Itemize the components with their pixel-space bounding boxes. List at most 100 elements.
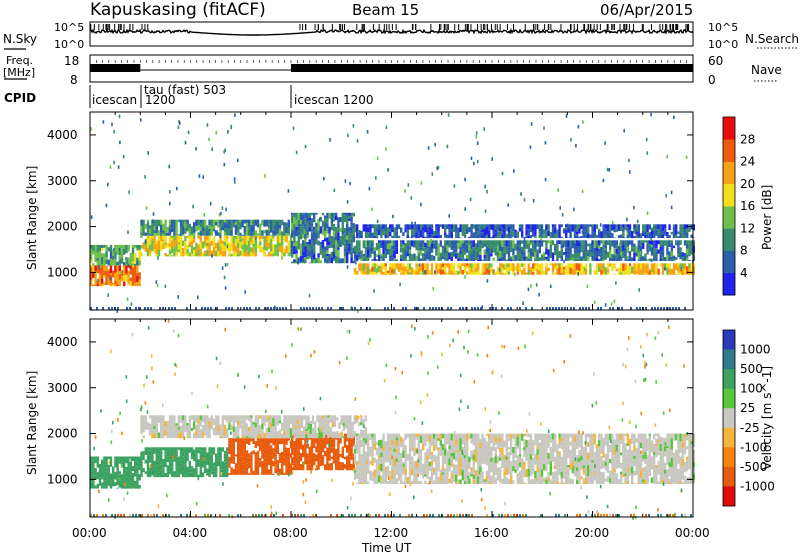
power-colorbar-swatch: [723, 228, 735, 251]
velocity-colorbar-tick: 1000: [740, 343, 771, 357]
power-plot-area: [90, 112, 695, 313]
power-colorbar-swatch: [723, 272, 735, 296]
nsky-label: N.Sky: [3, 32, 37, 46]
time-tick-label: 04:00: [173, 526, 208, 540]
power-echo-band: [353, 263, 695, 275]
power-colorbar-swatches: [723, 117, 735, 296]
velocity-echo-band: [228, 438, 293, 475]
nsearch-label: N.Search: [745, 32, 799, 46]
nave-tick-bottom: 0: [708, 73, 716, 87]
power-panel: 1000 2000 3000 4000 Slant Range [km]: [25, 111, 695, 313]
velocity-colorbar-swatch: [723, 466, 735, 487]
velocity-colorbar-swatch: [723, 427, 735, 448]
velocity-colorbar-tick: -500: [740, 460, 767, 474]
power-colorbar-tick: 24: [740, 155, 755, 169]
velocity-ylabel: Slant Range [km]: [25, 371, 39, 475]
power-y-tick-label: 4000: [47, 128, 78, 142]
velocity-colorbar-tick: 25: [740, 401, 755, 415]
power-colorbar-ticks: 4 8 12 16 20 24 28: [740, 132, 755, 279]
power-colorbar-tick: 28: [740, 132, 755, 146]
velocity-echo-band: [291, 433, 355, 471]
power-colorbar-tick: 16: [740, 199, 755, 213]
power-colorbar-tick: 4: [740, 266, 748, 280]
nave-label: Nave: [751, 63, 782, 77]
power-colorbar-tick: 12: [740, 221, 755, 235]
freq-label-2: [MHz]: [3, 66, 35, 79]
nsky-series: [89, 24, 694, 36]
velocity-colorbar-swatch: [723, 330, 735, 350]
cpid-segment-icescan: icescan: [92, 93, 137, 107]
velocity-y-tick-label: 2000: [47, 427, 78, 441]
velocity-colorbar-swatch: [723, 388, 735, 409]
velocity-colorbar-label: Velocity [m s^-1]: [760, 366, 774, 470]
velocity-colorbar-swatch: [723, 447, 735, 468]
velocity-echo-band: [353, 433, 695, 484]
time-tick-label: 12:00: [374, 526, 409, 540]
cpid-segment-1200: 1200: [145, 93, 176, 107]
velocity-colorbar-tick: 100: [740, 382, 763, 396]
station-title: Kapuskasing (fitACF): [90, 0, 266, 20]
nave-tick-top: 60: [708, 54, 723, 68]
freq-tick-bottom: 8: [70, 73, 78, 87]
freq-label-1: Freq.: [6, 54, 33, 67]
velocity-colorbar-swatches: [723, 330, 735, 507]
nave-block-1: [90, 64, 141, 72]
velocity-y-tick-label: 1000: [47, 472, 78, 486]
nsky-tick-top: 10^5: [54, 21, 84, 34]
velocity-colorbar-swatch: [723, 369, 735, 389]
power-colorbar: 4 8 12 16 20 24 28 Power [dB]: [722, 116, 774, 296]
time-axis: 00:00 04:00 08:00 12:00 16:00 20:00 00:00: [72, 526, 710, 540]
freq-series: [89, 60, 693, 72]
cpid-segment-icescan-1200: icescan 1200: [294, 93, 373, 107]
velocity-colorbar-tick: 500: [740, 362, 763, 376]
velocity-colorbar-swatch: [723, 486, 735, 507]
power-colorbar-swatch: [723, 250, 735, 274]
date-title: 06/Apr/2015: [600, 1, 693, 19]
nsearch-tick-bottom: 10^0: [708, 38, 738, 51]
power-echo-band: [353, 240, 695, 261]
time-tick-label: 00:00: [72, 526, 107, 540]
power-echo-band: [140, 235, 293, 257]
freq-tick-top: 18: [64, 54, 79, 68]
power-echo-band: [353, 224, 695, 239]
velocity-colorbar: 1000 500 100 25 -25 -100 -500 -1000 Velocity [m…: [722, 329, 775, 507]
power-echo-band: [140, 219, 293, 236]
velocity-axes: 1000 2000 3000 4000: [47, 319, 694, 517]
velocity-echo-band: [90, 456, 141, 489]
velocity-echo-band: [140, 415, 367, 439]
power-echo-band: [90, 265, 141, 287]
power-colorbar-tick: 20: [740, 177, 755, 191]
nave-block-2: [291, 64, 693, 72]
velocity-echo-band: [140, 447, 229, 478]
velocity-y-tick-label: 4000: [47, 335, 78, 349]
power-echo-band: [291, 212, 355, 264]
velocity-colorbar-swatch: [723, 408, 735, 429]
power-colorbar-swatch: [723, 117, 735, 140]
power-y-tick-label: 1000: [47, 265, 78, 279]
velocity-colorbar-tick: -1000: [740, 479, 775, 493]
velocity-colorbar-tick: -100: [740, 440, 767, 454]
cpid-label: CPID: [4, 91, 36, 105]
power-axes: 1000 2000 3000 4000: [47, 112, 694, 310]
power-colorbar-tick: 8: [740, 244, 748, 258]
freq-strip: Freq. [MHz] 18 8 60 0 Nave: [3, 54, 782, 87]
velocity-colorbar-ticks: 1000 500 100 25 -25 -100 -500 -1000: [740, 343, 775, 494]
time-tick-label: 00:00: [675, 526, 710, 540]
power-colorbar-swatch: [723, 206, 735, 229]
velocity-y-tick-label: 3000: [47, 381, 78, 395]
time-tick-label: 16:00: [474, 526, 509, 540]
power-y-tick-label: 2000: [47, 220, 78, 234]
power-echo-band: [90, 244, 141, 266]
beam-title: Beam 15: [352, 1, 419, 19]
time-tick-label: 20:00: [575, 526, 610, 540]
power-colorbar-label: Power [dB]: [760, 185, 774, 250]
time-tick-label: 08:00: [273, 526, 308, 540]
cpid-strip: CPID icescan 1200 tau (fast) 503 icescan…: [4, 83, 373, 108]
time-axis-label: Time UT: [361, 541, 412, 554]
cpid-segment-tau: tau (fast) 503: [144, 83, 226, 97]
power-ylabel: Slant Range [km]: [25, 166, 39, 270]
velocity-plot-area: [90, 319, 695, 520]
nsky-tick-bottom: 10^0: [54, 38, 84, 51]
